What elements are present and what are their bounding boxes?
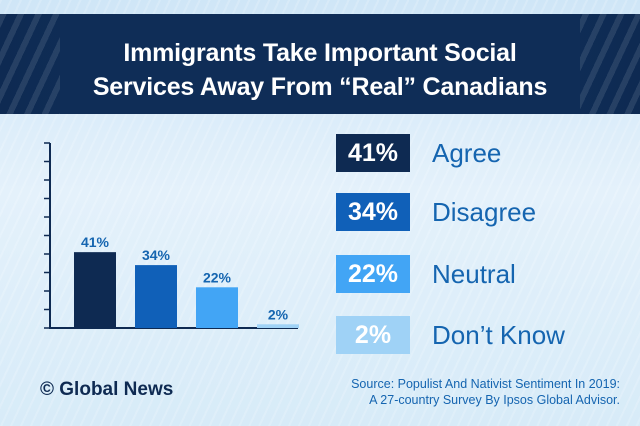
- legend-label: Disagree: [432, 196, 537, 227]
- bar-neutral: [196, 287, 238, 328]
- title-banner: Immigrants Take Important Social Service…: [0, 14, 640, 114]
- chart-bars: 41% 34% 22% 2%: [74, 234, 299, 328]
- legend-value-box: 22%: [336, 255, 410, 293]
- legend-value-box: 2%: [336, 316, 410, 354]
- chart-title: Immigrants Take Important Social Service…: [40, 36, 600, 104]
- chart-title-line-1: Immigrants Take Important Social: [123, 39, 517, 67]
- legend-label: Agree: [432, 137, 502, 168]
- legend-label: Neutral: [432, 258, 516, 289]
- bar-value-label: 41%: [81, 234, 110, 250]
- chart-title-line-2: Services Away From “Real” Canadians: [92, 73, 548, 101]
- bar-disagree: [135, 265, 177, 328]
- global-news-logo: © Global News: [40, 379, 174, 400]
- bar-value-label: 34%: [142, 247, 171, 263]
- legend-value-box: 34%: [336, 193, 410, 231]
- bar-value-label: 22%: [203, 269, 232, 285]
- bar-don-t-know: [257, 324, 299, 328]
- source-note: Source: Populist And Nativist Sentiment …: [320, 376, 620, 408]
- bar-value-label: 2%: [268, 306, 289, 322]
- legend-label: Don’t Know: [432, 319, 565, 350]
- legend-value-box: 41%: [336, 134, 410, 172]
- title-banner-panel: [60, 14, 580, 114]
- source-line-1: Source: Populist And Nativist Sentiment …: [351, 377, 620, 391]
- source-line-2: A 27-country Survey By Ipsos Global Advi…: [369, 393, 620, 407]
- bar-agree: [74, 252, 116, 328]
